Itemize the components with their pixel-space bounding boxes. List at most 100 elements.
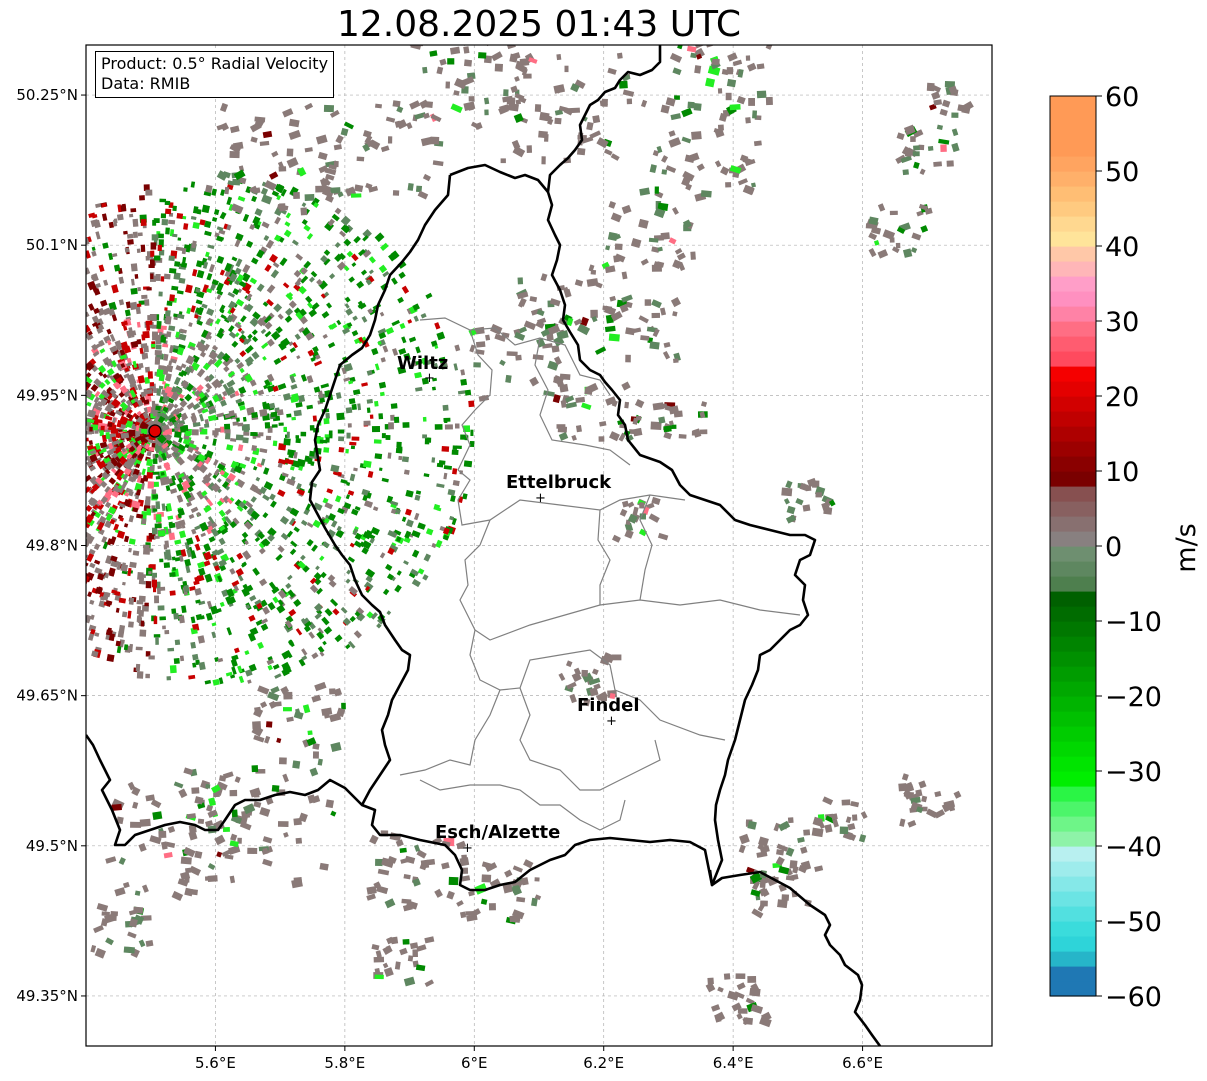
y-tick-label-0: 50.25°N (16, 86, 78, 104)
canton-border-south-3 (519, 687, 661, 791)
border-germany-luxembourg (546, 45, 817, 887)
colorbar-segment-12 (1050, 801, 1096, 817)
colorbar-segment-23 (1050, 636, 1096, 652)
city-findel: Findel + (577, 695, 640, 729)
colorbar-segment-14 (1050, 771, 1096, 787)
colorbar-segment-43 (1050, 336, 1096, 352)
colorbar-segment-5 (1050, 906, 1096, 922)
colorbar-segment-48 (1050, 261, 1096, 277)
canton-border-north-1 (419, 317, 611, 396)
info-source: Data: RMIB (101, 74, 191, 93)
colorbar-segment-13 (1050, 786, 1096, 802)
colorbar-tick-label-11: −50 (1105, 907, 1162, 938)
border-belgium-luxembourg (86, 174, 452, 847)
x-tick-label-4: 6.4°E (713, 1054, 754, 1072)
colorbar-segment-26 (1050, 591, 1096, 607)
colorbar-tick-label-3: 30 (1105, 307, 1139, 338)
colorbar-segment-16 (1050, 741, 1096, 757)
colorbar-segment-30 (1050, 531, 1096, 547)
colorbar-segment-59 (1050, 96, 1096, 112)
colorbar-segment-45 (1050, 306, 1096, 322)
colorbar-segment-40 (1050, 381, 1096, 397)
colorbar-segment-31 (1050, 516, 1096, 532)
city-label-ettelbruck: Ettelbruck (506, 472, 612, 493)
colorbar-segment-54 (1050, 171, 1096, 187)
x-tick-label-1: 5.8°E (324, 1054, 365, 1072)
colorbar: 60 50 40 30 20 10 0 −10 −20 −30 −40 −50 −60 (1049, 82, 1162, 1013)
canton-border-south-4 (419, 779, 626, 831)
colorbar-segment-38 (1050, 411, 1096, 427)
city-marker-wiltz: + (424, 371, 435, 386)
city-ettelbruck: Ettelbruck + (506, 472, 612, 506)
canton-border-middle-1 (457, 469, 686, 526)
colorbar-segment-42 (1050, 351, 1096, 367)
canton-border-north-3 (534, 337, 631, 466)
colorbar-segment-19 (1050, 696, 1096, 712)
colorbar-tick-label-4: 20 (1105, 382, 1139, 413)
colorbar-segment-6 (1050, 891, 1096, 907)
colorbar-segment-24 (1050, 621, 1096, 637)
colorbar-segment-35 (1050, 456, 1096, 472)
x-tick-label-5: 6.6°E (842, 1054, 883, 1072)
canton-border-middle-3 (597, 509, 611, 605)
y-tick-label-6: 49.35°N (16, 987, 78, 1005)
colorbar-segment-51 (1050, 216, 1096, 232)
colorbar-segment-15 (1050, 756, 1096, 772)
colorbar-segment-36 (1050, 441, 1096, 457)
colorbar-segment-3 (1050, 936, 1096, 952)
colorbar-tick-label-2: 40 (1105, 232, 1139, 263)
info-box: Product: 0.5° Radial Velocity Data: RMIB (95, 51, 335, 98)
colorbar-segment-57 (1050, 126, 1096, 142)
axis-ticks: 5.6°E 5.8°E 6°E 6.2°E 6.4°E 6.6°E 50.25°N 50.1°… (16, 86, 883, 1072)
radar-site-marker (148, 424, 162, 438)
city-markers: Wiltz + Ettelbruck + Findel + Esch/Alzet… (397, 353, 640, 856)
colorbar-segment-28 (1050, 561, 1096, 577)
colorbar-segment-25 (1050, 606, 1096, 622)
colorbar-segment-8 (1050, 861, 1096, 877)
colorbar-tick-label-9: −30 (1105, 757, 1162, 788)
colorbar-tick-label-10: −40 (1105, 832, 1162, 863)
colorbar-segment-9 (1050, 846, 1096, 862)
colorbar-segment-20 (1050, 681, 1096, 697)
colorbar-segment-47 (1050, 276, 1096, 292)
city-marker-esch-alzette: + (462, 841, 473, 856)
colorbar-segment-1 (1050, 966, 1096, 982)
colorbar-tick-label-12: −60 (1105, 982, 1162, 1013)
colorbar-segment-18 (1050, 711, 1096, 727)
colorbar-segment-53 (1050, 186, 1096, 202)
y-tick-label-2: 49.95°N (16, 386, 78, 404)
colorbar-segment-2 (1050, 951, 1096, 967)
border-luxembourg-france (361, 803, 882, 1046)
colorbar-tick-label-8: −20 (1105, 682, 1162, 713)
y-tick-label-5: 49.5°N (26, 837, 78, 855)
x-tick-label-2: 6°E (461, 1054, 488, 1072)
city-label-findel: Findel (577, 695, 640, 716)
canton-border-north-2 (457, 329, 493, 471)
city-wiltz: Wiltz + (397, 353, 448, 386)
colorbar-segment-58 (1050, 111, 1096, 127)
national-borders (86, 45, 882, 1046)
colorbar-segment-29 (1050, 546, 1096, 562)
city-esch-alzette: Esch/Alzette + (435, 822, 560, 856)
colorbar-segment-46 (1050, 291, 1096, 307)
colorbar-segment-52 (1050, 201, 1096, 217)
city-label-esch-alzette: Esch/Alzette (435, 822, 560, 843)
colorbar-tick-label-7: −10 (1105, 607, 1162, 638)
canton-border-middle-4 (639, 494, 653, 601)
colorbar-segment-37 (1050, 426, 1096, 442)
colorbar-segment-10 (1050, 831, 1096, 847)
colorbar-segment-55 (1050, 156, 1096, 172)
canton-border-middle-2 (459, 519, 801, 641)
colorbar-segment-50 (1050, 231, 1096, 247)
x-tick-label-0: 5.6°E (195, 1054, 236, 1072)
colorbar-unit-label: m/s (1171, 523, 1202, 572)
border-belgium-germany-north (449, 163, 549, 193)
colorbar-segment-21 (1050, 666, 1096, 682)
colorbar-segment-34 (1050, 471, 1096, 487)
canton-border-south-2 (399, 689, 501, 776)
canton-border-south-1 (469, 629, 726, 741)
city-label-wiltz: Wiltz (397, 353, 448, 374)
colorbar-segment-11 (1050, 816, 1096, 832)
y-tick-label-3: 49.8°N (26, 537, 78, 555)
